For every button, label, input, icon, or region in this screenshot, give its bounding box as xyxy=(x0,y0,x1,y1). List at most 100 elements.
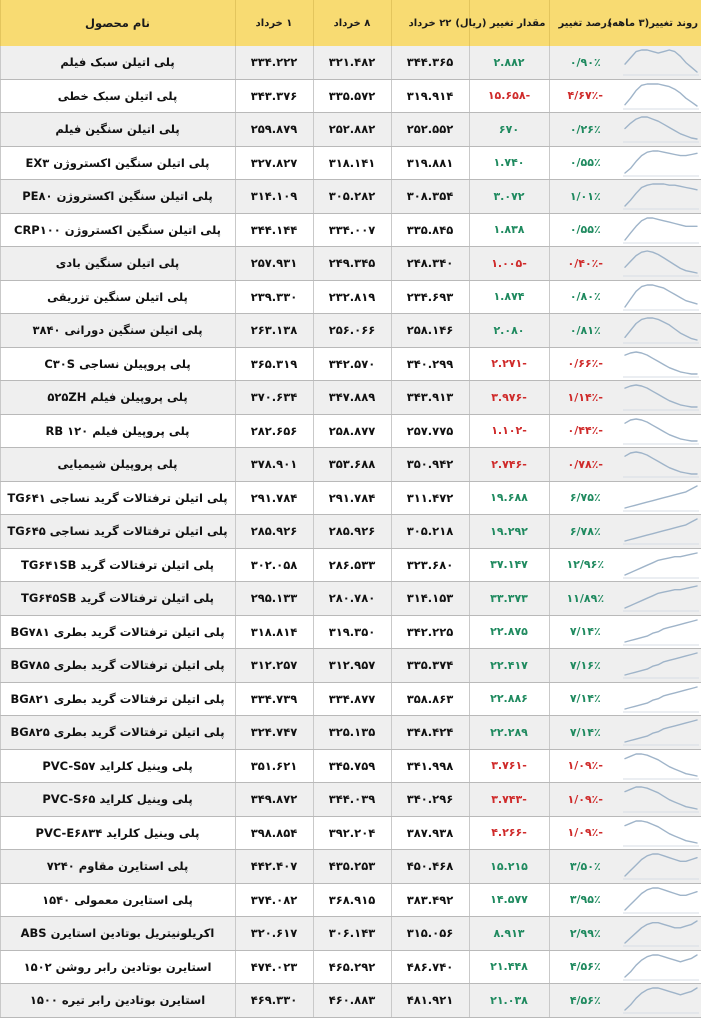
table-row[interactable]: -۴/۶۷٪ -۱۵.۶۵۸ ۳۱۹.۹۱۴ ۳۳۵.۵۷۲ ۳۴۳.۳۷۶ پلی ات… xyxy=(0,79,701,113)
table-row[interactable]: ۰/۲۶٪ ۶۷۰ ۲۵۲.۵۵۲ ۲۵۲.۸۸۲ ۲۵۹.۸۷۹ پلی اتیلن س… xyxy=(0,112,701,147)
table-row[interactable]: ۰/۵۵٪ ۱.۸۳۸ ۳۳۵.۸۴۵ ۳۳۴.۰۰۷ ۳۴۴.۱۴۴ پلی اتیلن… xyxy=(0,213,701,247)
table-row[interactable]: ۱۲/۹۶٪ ۳۷.۱۴۷ ۳۲۳.۶۸۰ ۲۸۶.۵۳۳ ۳۰۲.۰۵۸ پلی اتی… xyxy=(0,548,701,582)
column-header-date-1[interactable]: ۱ خرداد xyxy=(234,0,313,46)
trend-sparkline xyxy=(621,414,701,448)
table-row[interactable]: ۱/۰۱٪ ۳.۰۷۲ ۳۰۸.۳۵۴ ۳۰۵.۲۸۲ ۳۱۴.۱۰۹ پلی اتیلن… xyxy=(0,179,701,214)
trend-sparkline xyxy=(621,514,701,549)
trend-sparkline xyxy=(621,816,701,850)
cell-d2: ۲۳۲.۸۱۹ xyxy=(312,280,391,314)
cell-pct: ۲/۹۹٪ xyxy=(548,916,621,951)
cell-d3: ۲۴۸.۳۴۰ xyxy=(390,246,469,281)
cell-amount: -۳.۷۴۳ xyxy=(468,782,549,817)
cell-d1: ۳۹۸.۸۵۴ xyxy=(234,816,313,850)
cell-pct: ۱/۰۱٪ xyxy=(548,179,621,214)
cell-pct: -۴/۶۷٪ xyxy=(548,79,621,113)
cell-name: پلی اتیلن ترفتالات گرید بطری BG۸۲۵ xyxy=(0,715,235,750)
table-row[interactable]: -۰/۴۴٪ -۱.۱۰۲ ۲۵۷.۷۷۵ ۲۵۸.۸۷۷ ۲۸۲.۶۵۶ پلی پرو… xyxy=(0,414,701,448)
column-header-percent-change[interactable]: درصد تغییر xyxy=(548,0,621,46)
cell-d3: ۳۵۸.۸۶۳ xyxy=(390,682,469,716)
cell-d1: ۳۵۱.۶۲۱ xyxy=(234,749,313,783)
cell-name: پلی اتیلن سنگین اکستروژن EX۳ xyxy=(0,146,235,180)
trend-sparkline xyxy=(621,849,701,884)
cell-d2: ۳۰۶.۱۴۳ xyxy=(312,916,391,951)
column-header-date-3[interactable]: ۲۲ خرداد xyxy=(390,0,469,46)
trend-sparkline xyxy=(621,916,701,951)
cell-d2: ۲۸۰.۷۸۰ xyxy=(312,581,391,616)
cell-d3: ۳۰۵.۲۱۸ xyxy=(390,514,469,549)
table-row[interactable]: ۶/۷۸٪ ۱۹.۲۹۲ ۳۰۵.۲۱۸ ۲۸۵.۹۲۶ ۲۸۵.۹۲۶ پلی اتیل… xyxy=(0,514,701,549)
table-row[interactable]: ۰/۸۱٪ ۲.۰۸۰ ۲۵۸.۱۴۶ ۲۵۶.۰۶۶ ۲۶۳.۱۳۸ پلی اتیلن… xyxy=(0,313,701,348)
table-row[interactable]: -۱/۰۹٪ -۴.۲۶۶ ۳۸۷.۹۳۸ ۳۹۲.۲۰۴ ۳۹۸.۸۵۴ پلی وین… xyxy=(0,816,701,850)
table-row[interactable]: ۴/۵۶٪ ۲۱.۴۴۸ ۴۸۶.۷۴۰ ۴۶۵.۲۹۲ ۴۷۴.۰۲۳ استایرن … xyxy=(0,950,701,984)
cell-name: پلی پروپیلن فیلم RB ۱۲۰ xyxy=(0,414,235,448)
cell-pct: ۷/۱۴٪ xyxy=(548,682,621,716)
cell-pct: ۰/۵۵٪ xyxy=(548,213,621,247)
table-row[interactable]: -۱/۰۹٪ -۳.۷۴۳ ۳۴۰.۲۹۶ ۳۴۴.۰۳۹ ۳۴۹.۸۷۲ پلی وین… xyxy=(0,782,701,817)
cell-d2: ۳۱۲.۹۵۷ xyxy=(312,648,391,683)
column-header-date-2[interactable]: ۸ خرداد xyxy=(312,0,391,46)
table-row[interactable]: -۱/۱۴٪ -۳.۹۷۶ ۳۴۳.۹۱۳ ۳۴۷.۸۸۹ ۳۷۰.۶۳۴ پلی پرو… xyxy=(0,380,701,415)
cell-pct: -۰/۴۴٪ xyxy=(548,414,621,448)
table-row[interactable]: ۶/۷۵٪ ۱۹.۶۸۸ ۳۱۱.۴۷۲ ۲۹۱.۷۸۴ ۲۹۱.۷۸۴ پلی اتیل… xyxy=(0,481,701,515)
cell-name: پلی وینیل کلراید PVC-E۶۸۳۴ xyxy=(0,816,235,850)
table-row[interactable]: ۰/۹۰٪ ۲.۸۸۲ ۳۴۴.۳۶۵ ۳۲۱.۴۸۲ ۳۳۴.۲۲۲ پلی اتیلن… xyxy=(0,46,701,80)
cell-d1: ۲۵۷.۹۳۱ xyxy=(234,246,313,281)
table-row[interactable]: ۳/۹۵٪ ۱۴.۵۷۷ ۳۸۳.۴۹۲ ۳۶۸.۹۱۵ ۳۷۴.۰۸۲ پلی استا… xyxy=(0,883,701,917)
table-row[interactable]: ۷/۱۶٪ ۲۲.۴۱۷ ۳۳۵.۳۷۴ ۳۱۲.۹۵۷ ۳۱۲.۲۵۷ پلی اتیل… xyxy=(0,648,701,683)
table-row[interactable]: ۷/۱۴٪ ۲۲.۸۸۶ ۳۵۸.۸۶۳ ۳۳۴.۸۷۷ ۳۳۴.۷۳۹ پلی اتیل… xyxy=(0,682,701,716)
cell-d2: ۳۱۹.۳۵۰ xyxy=(312,615,391,649)
cell-name: پلی اتیلن سنگین تزریقی xyxy=(0,280,235,314)
cell-d2: ۴۶۵.۲۹۲ xyxy=(312,950,391,984)
table-row[interactable]: -۰/۶۶٪ -۲.۲۷۱ ۳۴۰.۲۹۹ ۳۴۲.۵۷۰ ۳۶۵.۳۱۹ پلی پرو… xyxy=(0,347,701,381)
cell-name: پلی اتیلن ترفتالات گرید بطری BG۷۸۵ xyxy=(0,648,235,683)
cell-d3: ۳۸۷.۹۳۸ xyxy=(390,816,469,850)
cell-d2: ۲۹۱.۷۸۴ xyxy=(312,481,391,515)
cell-d3: ۳۴۳.۹۱۳ xyxy=(390,380,469,415)
table-row[interactable]: ۰/۵۵٪ ۱.۷۴۰ ۳۱۹.۸۸۱ ۳۱۸.۱۴۱ ۳۲۷.۸۲۷ پلی اتیلن… xyxy=(0,146,701,180)
cell-d2: ۳۳۵.۵۷۲ xyxy=(312,79,391,113)
cell-name: پلی اتیلن سنگین فیلم xyxy=(0,112,235,147)
trend-sparkline xyxy=(621,983,701,1018)
table-row[interactable]: ۳/۵۰٪ ۱۵.۲۱۵ ۴۵۰.۴۶۸ ۴۳۵.۲۵۳ ۴۴۲.۴۰۷ پلی استا… xyxy=(0,849,701,884)
table-row[interactable]: ۱۱/۸۹٪ ۳۳.۳۷۳ ۳۱۴.۱۵۳ ۲۸۰.۷۸۰ ۲۹۵.۱۳۳ پلی اتی… xyxy=(0,581,701,616)
cell-name: پلی اتیلن ترفتالات گرید نساجی TG۶۴۱ xyxy=(0,481,235,515)
trend-sparkline xyxy=(621,950,701,984)
table-row[interactable]: -۰/۷۸٪ -۲.۷۴۶ ۳۵۰.۹۴۲ ۳۵۳.۶۸۸ ۳۷۸.۹۰۱ پلی پرو… xyxy=(0,447,701,482)
trend-sparkline xyxy=(621,682,701,716)
cell-d2: ۴۶۰.۸۸۳ xyxy=(312,983,391,1018)
cell-name: پلی اتیلن ترفتالات گرید بطری BG۷۸۱ xyxy=(0,615,235,649)
table-row[interactable]: -۰/۴۰٪ -۱.۰۰۵ ۲۴۸.۳۴۰ ۲۴۹.۳۴۵ ۲۵۷.۹۳۱ پلی اتی… xyxy=(0,246,701,281)
cell-name: پلی اتیلن سنگین دورانی ۳۸۴۰ xyxy=(0,313,235,348)
cell-d2: ۲۸۵.۹۲۶ xyxy=(312,514,391,549)
cell-d2: ۳۴۷.۸۸۹ xyxy=(312,380,391,415)
cell-name: پلی وینیل کلراید PVC-S۶۵ xyxy=(0,782,235,817)
trend-sparkline xyxy=(621,883,701,917)
cell-amount: ۲.۸۸۲ xyxy=(468,46,549,80)
cell-name: اکریلونیتریل بوتادین استایرن ABS xyxy=(0,916,235,951)
table-row[interactable]: ۴/۵۶٪ ۲۱.۰۳۸ ۴۸۱.۹۲۱ ۴۶۰.۸۸۳ ۴۶۹.۳۳۰ استایرن … xyxy=(0,983,701,1018)
cell-amount: -۳.۷۶۱ xyxy=(468,749,549,783)
cell-name: پلی پروپیلن شیمیایی xyxy=(0,447,235,482)
table-row[interactable]: ۰/۸۰٪ ۱.۸۷۴ ۲۳۴.۶۹۳ ۲۳۲.۸۱۹ ۲۳۹.۳۳۰ پلی اتیلن… xyxy=(0,280,701,314)
cell-d3: ۳۴۰.۲۹۹ xyxy=(390,347,469,381)
column-header-trend[interactable]: روند تغییر(۳ ماهه) xyxy=(608,0,701,46)
table-row[interactable]: ۲/۹۹٪ ۸.۹۱۳ ۳۱۵.۰۵۶ ۳۰۶.۱۴۳ ۳۲۰.۶۱۷ اکریلونیت… xyxy=(0,916,701,951)
trend-sparkline xyxy=(621,313,701,348)
cell-amount: -۱۵.۶۵۸ xyxy=(468,79,549,113)
cell-pct: -۰/۶۶٪ xyxy=(548,347,621,381)
cell-pct: ۶/۷۵٪ xyxy=(548,481,621,515)
cell-pct: -۱/۱۴٪ xyxy=(548,380,621,415)
trend-sparkline xyxy=(621,246,701,281)
cell-d1: ۳۴۹.۸۷۲ xyxy=(234,782,313,817)
cell-amount: ۲۱.۴۴۸ xyxy=(468,950,549,984)
cell-d3: ۳۳۵.۸۴۵ xyxy=(390,213,469,247)
cell-name: پلی اتیلن سنگین اکستروژن CRP۱۰۰ xyxy=(0,213,235,247)
column-header-amount-change[interactable]: مقدار تغییر (ریال) xyxy=(455,0,549,46)
cell-d2: ۳۴۵.۷۵۹ xyxy=(312,749,391,783)
table-row[interactable]: -۱/۰۹٪ -۳.۷۶۱ ۳۴۱.۹۹۸ ۳۴۵.۷۵۹ ۳۵۱.۶۲۱ پلی وین… xyxy=(0,749,701,783)
cell-d1: ۲۳۹.۳۳۰ xyxy=(234,280,313,314)
table-row[interactable]: ۷/۱۴٪ ۲۲.۲۸۹ ۳۴۸.۴۲۴ ۳۲۵.۱۳۵ ۳۲۴.۷۴۷ پلی اتیل… xyxy=(0,715,701,750)
trend-sparkline xyxy=(621,380,701,415)
column-header-product-name[interactable]: نام محصول xyxy=(0,0,235,46)
table-row[interactable]: ۷/۱۴٪ ۲۲.۸۷۵ ۳۴۲.۲۲۵ ۳۱۹.۳۵۰ ۳۱۸.۸۱۴ پلی اتیل… xyxy=(0,615,701,649)
